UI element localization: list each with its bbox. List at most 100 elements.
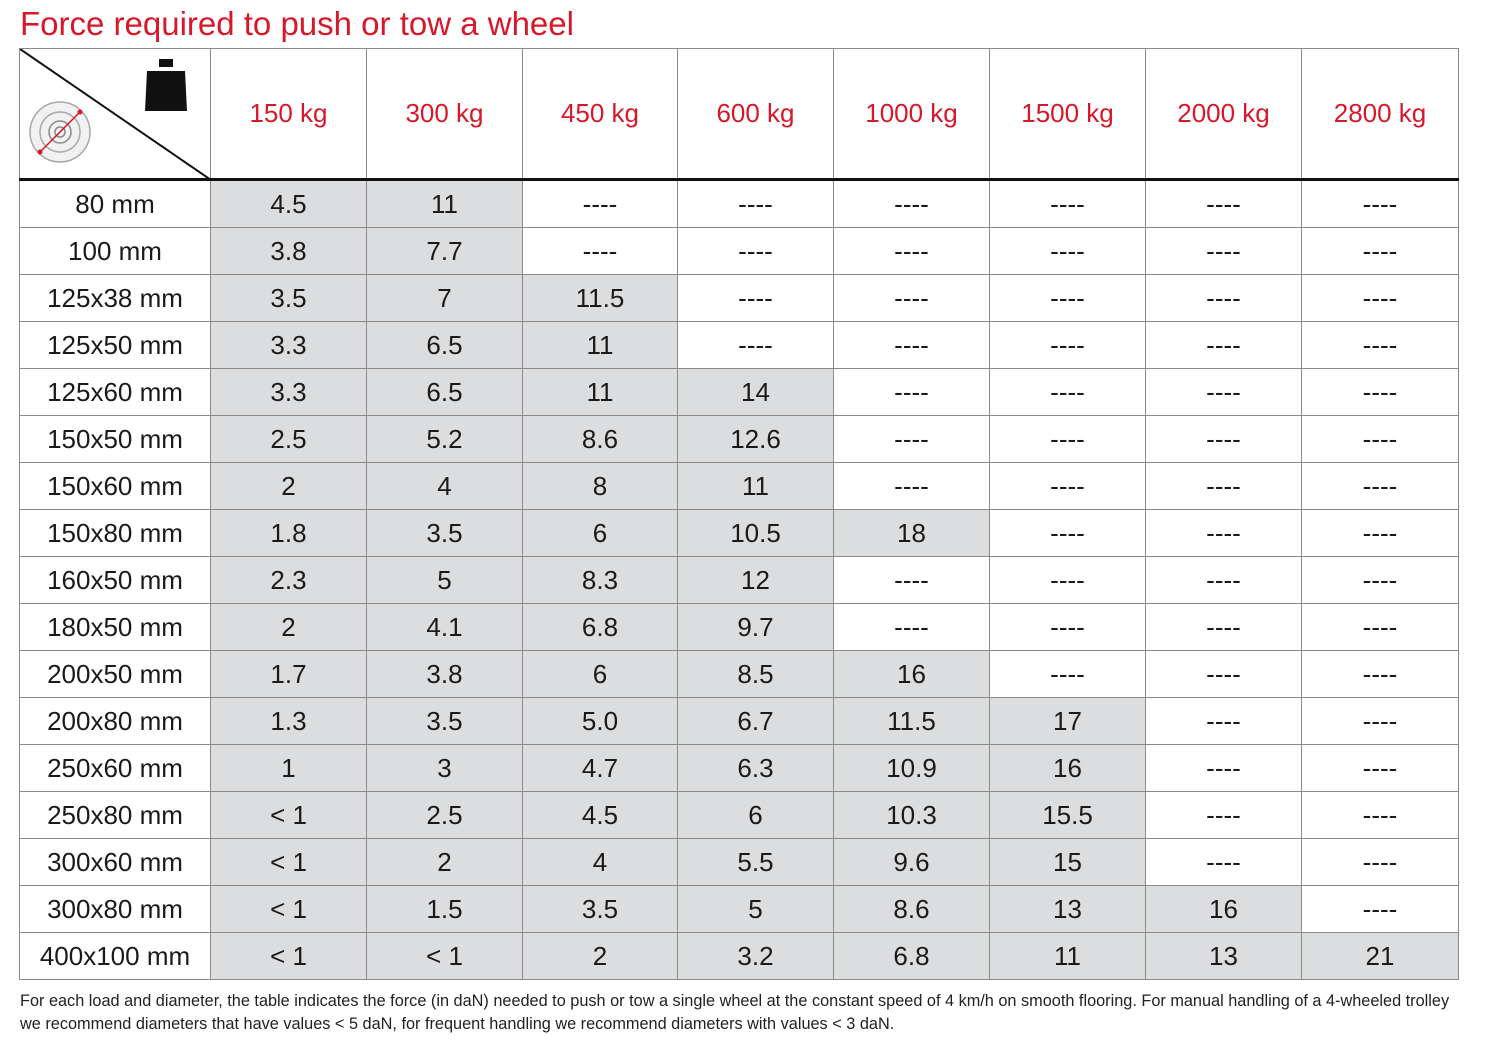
force-cell: 1 — [210, 744, 367, 792]
force-cell: ---- — [522, 227, 678, 275]
force-cell: 8.6 — [833, 885, 990, 933]
force-cell: ---- — [1145, 415, 1302, 463]
diagonal-divider — [20, 49, 208, 177]
force-cell: 3.5 — [210, 274, 367, 322]
force-cell: 15.5 — [989, 791, 1146, 839]
force-cell: ---- — [1301, 415, 1459, 463]
force-cell: ---- — [677, 274, 834, 322]
table-row: 200x50 mm 1.7 3.8 6 8.5 16 ---- ---- ---- — [19, 650, 1459, 698]
force-cell: ---- — [1301, 603, 1459, 651]
force-cell: 4 — [522, 838, 678, 886]
table-row: 125x60 mm 3.3 6.5 11 14 ---- ---- ---- ---- — [19, 368, 1459, 416]
force-cell: 3.2 — [677, 932, 834, 980]
force-cell: 3.5 — [366, 509, 523, 557]
force-cell: 6.7 — [677, 697, 834, 745]
force-cell: < 1 — [210, 932, 367, 980]
force-cell: 1.7 — [210, 650, 367, 698]
row-header-diameter: 100 mm — [19, 227, 211, 275]
force-cell: 11 — [989, 932, 1146, 980]
force-cell: 11 — [522, 321, 678, 369]
force-cell: ---- — [1145, 179, 1302, 228]
force-cell: 11 — [677, 462, 834, 510]
force-cell: ---- — [1145, 227, 1302, 275]
row-header-diameter: 125x60 mm — [19, 368, 211, 416]
force-cell: ---- — [522, 179, 678, 228]
force-cell: 16 — [989, 744, 1146, 792]
force-cell: 6 — [522, 509, 678, 557]
force-cell: < 1 — [210, 838, 367, 886]
force-cell: 9.7 — [677, 603, 834, 651]
force-cell: ---- — [833, 179, 990, 228]
force-cell: ---- — [1145, 838, 1302, 886]
force-cell: 5 — [677, 885, 834, 933]
force-cell: < 1 — [366, 932, 523, 980]
force-cell: 10.5 — [677, 509, 834, 557]
row-header-diameter: 300x80 mm — [19, 885, 211, 933]
force-cell: 6.3 — [677, 744, 834, 792]
force-cell: 5.0 — [522, 697, 678, 745]
force-cell: 18 — [833, 509, 990, 557]
force-cell: 6.8 — [833, 932, 990, 980]
force-cell: 11.5 — [833, 697, 990, 745]
force-cell: 11 — [522, 368, 678, 416]
force-cell: 8.3 — [522, 556, 678, 604]
force-cell: 11.5 — [522, 274, 678, 322]
force-cell: ---- — [989, 462, 1146, 510]
table-row: 160x50 mm 2.3 5 8.3 12 ---- ---- ---- ---- — [19, 556, 1459, 604]
force-cell: 7 — [366, 274, 523, 322]
force-cell: ---- — [1301, 509, 1459, 557]
table-body: 80 mm 4.5 11 ---- ---- ---- ---- ---- ---- 100 mm… — [19, 179, 1459, 980]
column-header-150kg: 150 kg — [210, 48, 367, 181]
force-cell: 2 — [366, 838, 523, 886]
force-cell: 1.5 — [366, 885, 523, 933]
force-cell: ---- — [1301, 179, 1459, 228]
force-cell: ---- — [1145, 368, 1302, 416]
row-header-diameter: 125x38 mm — [19, 274, 211, 322]
force-cell: 2.5 — [210, 415, 367, 463]
table-row: 150x60 mm 2 4 8 11 ---- ---- ---- ---- — [19, 462, 1459, 510]
force-cell: ---- — [1145, 274, 1302, 322]
force-cell: 2 — [522, 932, 678, 980]
force-cell: ---- — [833, 603, 990, 651]
wheel-icon — [29, 101, 91, 163]
force-cell: ---- — [677, 179, 834, 228]
force-cell: 6 — [522, 650, 678, 698]
force-cell: 2 — [210, 603, 367, 651]
corner-cell — [19, 48, 211, 181]
force-cell: ---- — [1301, 368, 1459, 416]
page-title: Force required to push or tow a wheel — [20, 5, 574, 42]
table-row: 180x50 mm 2 4.1 6.8 9.7 ---- ---- ---- ---- — [19, 603, 1459, 651]
force-cell: 6 — [677, 791, 834, 839]
force-cell: ---- — [833, 227, 990, 275]
row-header-diameter: 150x80 mm — [19, 509, 211, 557]
force-cell: 10.9 — [833, 744, 990, 792]
force-cell: ---- — [1145, 556, 1302, 604]
force-cell: 6.5 — [366, 321, 523, 369]
force-cell: 2.5 — [366, 791, 523, 839]
force-cell: 14 — [677, 368, 834, 416]
force-cell: ---- — [989, 509, 1146, 557]
table-row: 300x60 mm < 1 2 4 5.5 9.6 15 ---- ---- — [19, 838, 1459, 886]
force-cell: 5.2 — [366, 415, 523, 463]
table-row: 250x60 mm 1 3 4.7 6.3 10.9 16 ---- ---- — [19, 744, 1459, 792]
column-header-300kg: 300 kg — [366, 48, 523, 181]
force-cell: 6.8 — [522, 603, 678, 651]
force-cell: ---- — [833, 556, 990, 604]
force-cell: ---- — [1301, 791, 1459, 839]
column-header-1500kg: 1500 kg — [989, 48, 1146, 181]
force-cell: ---- — [1145, 650, 1302, 698]
row-header-diameter: 125x50 mm — [19, 321, 211, 369]
force-cell: ---- — [989, 368, 1146, 416]
force-cell: 1.3 — [210, 697, 367, 745]
force-cell: 3.3 — [210, 368, 367, 416]
force-cell: 8 — [522, 462, 678, 510]
force-cell: 8.6 — [522, 415, 678, 463]
table-row: 125x38 mm 3.5 7 11.5 ---- ---- ---- ---- ---- — [19, 274, 1459, 322]
force-cell: 13 — [1145, 932, 1302, 980]
footnote: For each load and diameter, the table in… — [20, 992, 1450, 1033]
force-cell: 3.3 — [210, 321, 367, 369]
column-header-2800kg: 2800 kg — [1301, 48, 1459, 181]
row-header-diameter: 200x50 mm — [19, 650, 211, 698]
force-cell: ---- — [833, 415, 990, 463]
force-cell: 3.5 — [522, 885, 678, 933]
